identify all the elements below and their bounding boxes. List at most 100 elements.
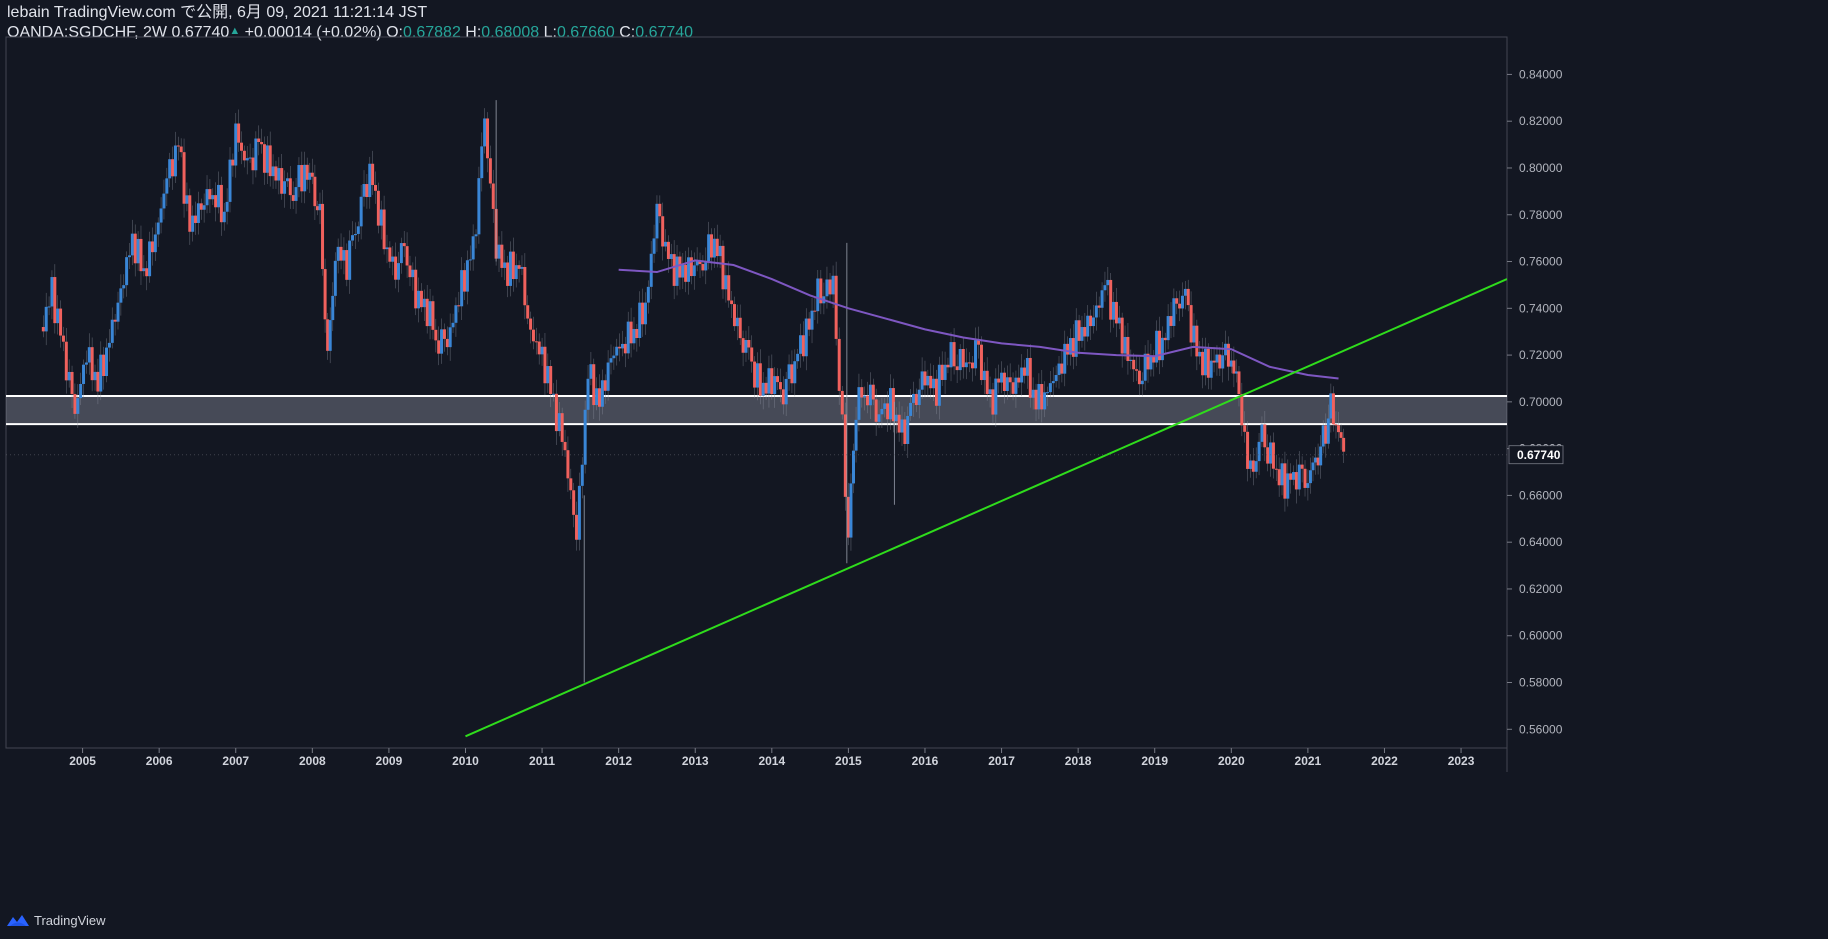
candle-up — [196, 203, 200, 223]
candle-up — [1091, 317, 1095, 327]
candle-up — [964, 362, 968, 368]
candle-down — [623, 343, 627, 354]
candle-up — [422, 298, 426, 308]
candle-down — [382, 209, 386, 250]
candle-up — [958, 348, 962, 371]
candle-up — [906, 415, 910, 444]
candle-down — [517, 265, 521, 269]
candle-down — [566, 450, 570, 479]
candle-down — [268, 145, 272, 177]
candle-down — [1132, 359, 1136, 370]
candle-down — [778, 382, 782, 390]
candle-down — [929, 375, 933, 389]
candle-up — [675, 256, 679, 286]
candle-down — [828, 279, 832, 295]
candle-up — [552, 393, 556, 395]
x-tick-label: 2015 — [835, 754, 862, 768]
candle-up — [1209, 360, 1213, 378]
candle-down — [145, 268, 149, 277]
candle-up — [695, 260, 699, 266]
candle-up — [982, 370, 986, 381]
candle-down — [61, 335, 65, 342]
candle-up — [173, 145, 177, 177]
candle-down — [569, 478, 573, 491]
candle-up — [348, 240, 352, 280]
candle-up — [816, 278, 820, 312]
candle-down — [457, 305, 461, 307]
candle-down — [313, 176, 317, 207]
candle-up — [396, 263, 400, 280]
candle-down — [176, 145, 180, 147]
moving-average-line — [618, 259, 1339, 380]
candle-down — [257, 138, 261, 143]
candle-down — [753, 361, 757, 388]
candle-down — [405, 246, 409, 266]
candle-down — [425, 298, 429, 327]
candle-up — [222, 211, 226, 223]
candle-up — [93, 371, 97, 381]
candle-up — [718, 245, 722, 257]
candle-down — [431, 301, 435, 330]
support-zone — [6, 396, 1507, 425]
candle-down — [64, 341, 68, 381]
candle-down — [374, 185, 378, 191]
candle-down — [1266, 447, 1270, 464]
candle-up — [294, 187, 298, 201]
candle-down — [1342, 437, 1346, 452]
candle-up — [943, 364, 947, 380]
candle-up — [454, 305, 458, 323]
candle-up — [810, 310, 814, 330]
candle-up — [474, 234, 478, 237]
candle-down — [150, 241, 154, 253]
candle-up — [1234, 371, 1238, 374]
candle-up — [411, 269, 415, 278]
candle-up — [191, 215, 195, 232]
candle-up — [877, 414, 881, 422]
candle-down — [846, 496, 850, 538]
candle-down — [239, 142, 243, 151]
candle-down — [543, 346, 547, 384]
candle-up — [1292, 472, 1296, 480]
brand-name[interactable]: TradingView — [34, 912, 106, 928]
candle-down — [1089, 315, 1093, 327]
x-tick-label: 2020 — [1218, 754, 1245, 768]
candle-up — [949, 342, 953, 368]
candle-up — [638, 302, 642, 339]
candle-up — [1183, 288, 1187, 296]
candle-up — [735, 317, 739, 327]
candle-down — [1097, 305, 1101, 308]
candle-up — [784, 378, 788, 405]
candle-up — [47, 306, 51, 308]
candle-down — [1303, 468, 1307, 488]
candle-up — [606, 362, 610, 391]
candle-down — [531, 329, 535, 342]
candle-up — [988, 389, 992, 395]
candle-down — [572, 490, 576, 515]
candle-down — [523, 267, 527, 306]
candle-up — [465, 260, 469, 292]
candle-up — [1143, 353, 1147, 381]
candle-down — [1071, 338, 1075, 357]
candle-down — [1114, 301, 1118, 324]
candle-up — [1046, 392, 1050, 394]
y-tick-label: 0.62000 — [1519, 582, 1563, 596]
candle-down — [678, 256, 682, 278]
candle-up — [825, 279, 829, 297]
candle-down — [434, 329, 438, 341]
candle-down — [182, 152, 186, 204]
candle-down — [1175, 298, 1179, 304]
candle-down — [1146, 353, 1150, 370]
candle-down — [231, 159, 235, 166]
candle-up — [125, 257, 129, 286]
candle-down — [770, 368, 774, 395]
x-tick-label: 2021 — [1295, 754, 1322, 768]
candle-up — [84, 362, 88, 365]
candle-up — [1319, 446, 1323, 466]
candle-down — [102, 354, 106, 377]
candle-up — [50, 277, 54, 307]
candle-up — [796, 353, 800, 362]
candle-down — [776, 376, 780, 383]
candle-down — [179, 146, 183, 153]
candle-up — [99, 354, 103, 392]
